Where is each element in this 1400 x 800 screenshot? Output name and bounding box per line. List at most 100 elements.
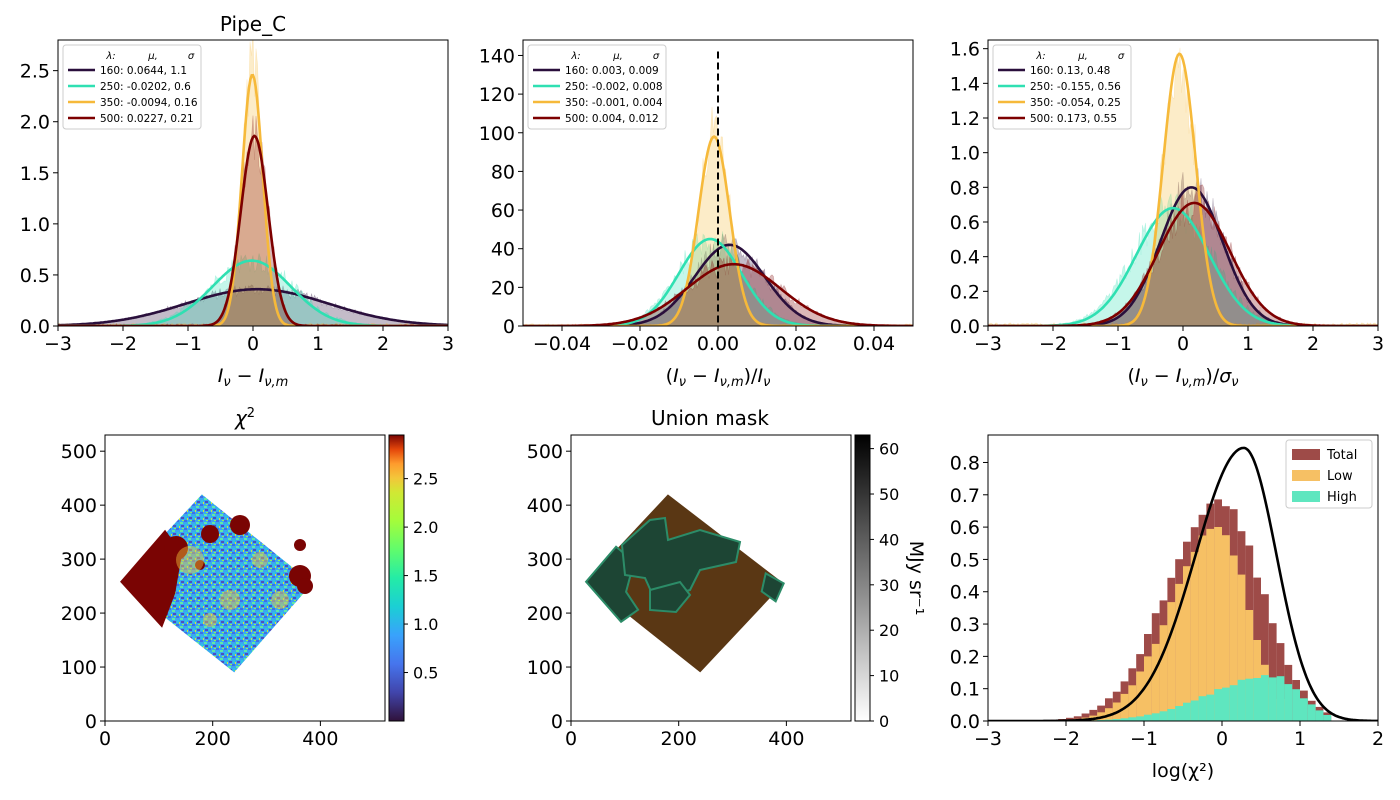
- legend-header: σ: [653, 51, 660, 62]
- y-tick-label: 0.8: [950, 177, 980, 199]
- y-tick-label: 40: [491, 239, 515, 261]
- y-tick-label: 0.4: [950, 247, 980, 269]
- colorbar-tick-label: 30: [879, 576, 899, 595]
- x-tick-label: −2: [109, 333, 137, 355]
- x-tick-label: −1: [1104, 333, 1132, 355]
- x-tick-label: 200: [195, 728, 231, 750]
- panel-3: −3 −2 −1 0 1 2 3 0.0 0.2 0.4 0.6 0.8 1.0 1.2 1.4 1.6 (I…: [950, 39, 1384, 390]
- bar-low: [1167, 602, 1176, 721]
- legend-header: μ,: [612, 51, 623, 62]
- colorbar-tick-label: 40: [879, 530, 899, 549]
- x-tick-label: 400: [768, 728, 804, 750]
- bar-low: [1190, 551, 1199, 721]
- bar-high: [1206, 694, 1215, 721]
- legend-header: μ,: [147, 51, 158, 62]
- y-tick-label: 400: [527, 495, 563, 517]
- y-tick-label: 0.3: [950, 614, 980, 636]
- bar-high: [1229, 685, 1238, 721]
- y-tick-label: 0: [85, 711, 97, 733]
- colorbar-tick-label: 10: [879, 667, 899, 686]
- x-tick-label: 3: [1372, 333, 1384, 355]
- y-tick-label: 0.0: [950, 316, 980, 338]
- bar-high: [1245, 678, 1254, 721]
- y-tick-label: 0.5: [20, 265, 50, 287]
- colorbar-tick-label: 0.5: [413, 664, 438, 683]
- y-tick-label: 0: [503, 316, 515, 338]
- bar-low: [1151, 643, 1160, 721]
- panel-5-frame: [570, 434, 852, 722]
- x-tick-label: 400: [302, 728, 338, 750]
- y-tick-label: 2.0: [20, 112, 50, 134]
- legend-swatch-low: [1292, 470, 1320, 481]
- legend-entry-250: 250: -0.002, 0.008: [565, 81, 663, 93]
- legend-swatch-high: [1292, 491, 1320, 502]
- panel-2: −0.04 −0.02 0.00 0.02 0.04 0 20 40 60 80 100 120 140…: [479, 39, 914, 390]
- bar-high: [1112, 719, 1121, 721]
- legend-swatch-total: [1292, 449, 1320, 460]
- y-tick-label: 1.6: [950, 39, 980, 61]
- bar-high: [1190, 700, 1199, 721]
- y-tick-label: 300: [61, 549, 97, 571]
- bar-high: [1183, 702, 1191, 721]
- mask-region: [760, 571, 785, 603]
- bar-high: [1300, 698, 1308, 721]
- fit-curve-500: [58, 134, 448, 326]
- chi2-colorbar: [388, 434, 405, 722]
- y-tick-label: 200: [527, 603, 563, 625]
- x-tick-label: 0.04: [853, 333, 895, 355]
- legend-entry-500: 500: 0.0227, 0.21: [100, 113, 194, 125]
- chi2-high-spot: [294, 539, 306, 551]
- legend-entry-350: 350: -0.001, 0.004: [565, 97, 663, 109]
- legend-box: [62, 44, 202, 130]
- legend-box: [992, 44, 1132, 130]
- bar-high: [1151, 713, 1160, 721]
- panel-6-frame: [987, 434, 1379, 722]
- y-tick-label: 1.4: [950, 73, 980, 95]
- y-tick-label: 1.5: [20, 163, 50, 185]
- x-tick-label: 0: [1177, 333, 1189, 355]
- x-tick-label: 2: [1372, 728, 1384, 750]
- chi2-mid-spot: [252, 552, 268, 568]
- legend-entry-250: 250: -0.155, 0.56: [1030, 81, 1121, 93]
- bar-total: [1089, 709, 1098, 721]
- y-tick-label: 0.5: [950, 549, 980, 571]
- panel-3-xlabel: (Iν − Iν,m)/σν: [1127, 365, 1238, 390]
- mask-colorbar: [854, 434, 871, 722]
- fit-curve-350: [988, 52, 1378, 326]
- chi2-mid-spot: [220, 590, 240, 610]
- legend-entry-low: Low: [1327, 469, 1353, 484]
- bar-low: [1237, 574, 1246, 721]
- y-tick-label: 20: [491, 277, 515, 299]
- bar-low: [1198, 535, 1207, 721]
- chi2-high-spot: [230, 515, 250, 535]
- bar-high: [1323, 715, 1332, 721]
- bar-high: [1276, 676, 1285, 721]
- fit-curve-350: [58, 73, 448, 326]
- legend-entry-total: Total: [1326, 448, 1357, 463]
- bar-total: [1261, 594, 1269, 721]
- bar-high: [1222, 687, 1230, 721]
- x-tick-label: 1: [312, 333, 324, 355]
- mask-region: [649, 580, 692, 614]
- bar-low: [1222, 535, 1230, 721]
- legend-header: λ:: [1035, 51, 1045, 62]
- y-tick-label: 140: [479, 45, 515, 67]
- colorbar-tick-label: 50: [879, 485, 899, 504]
- colorbar-tick-label: 1.5: [413, 567, 438, 586]
- y-tick-label: 0.7: [950, 485, 980, 507]
- bar-high: [1198, 696, 1207, 721]
- y-tick-label: 300: [527, 549, 563, 571]
- y-tick-label: 0.6: [950, 517, 980, 539]
- bar-high: [1261, 675, 1269, 721]
- bar-total: [1073, 716, 1082, 721]
- y-tick-label: 80: [491, 161, 515, 183]
- y-tick-label: 500: [527, 441, 563, 463]
- panel-4-frame: [104, 434, 386, 722]
- x-tick-label: 1: [1294, 728, 1306, 750]
- bar-high: [1214, 689, 1222, 721]
- chi2-mid-spot: [176, 546, 204, 574]
- x-tick-label: 2: [377, 333, 389, 355]
- panel-6-xlabel: log(χ²): [1152, 760, 1214, 782]
- bar-low: [1245, 610, 1254, 721]
- legend-header: λ:: [570, 51, 580, 62]
